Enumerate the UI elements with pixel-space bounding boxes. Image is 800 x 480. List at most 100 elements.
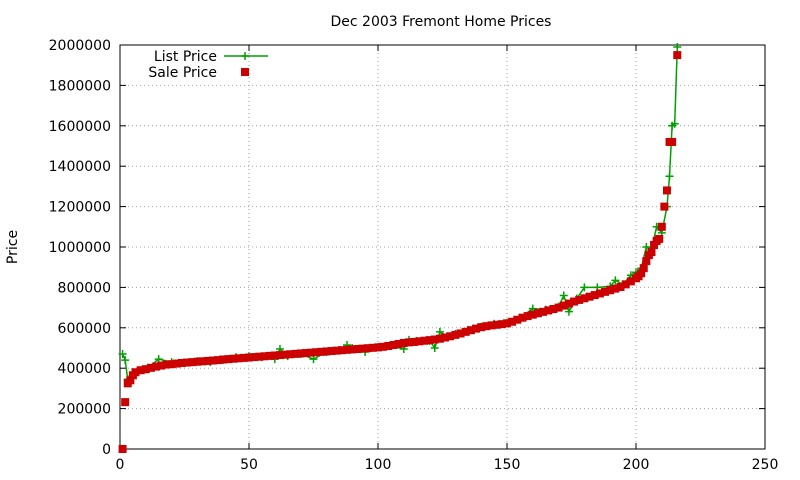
sale-price-point — [399, 338, 408, 347]
x-tick-label: 100 — [365, 457, 392, 473]
sale-price-point — [430, 335, 439, 344]
sale-price-point — [616, 282, 625, 291]
sale-price-point — [606, 286, 615, 295]
sale-price-point — [435, 334, 444, 343]
sale-price-point — [420, 336, 429, 345]
data-series — [118, 43, 682, 453]
sale-price-point — [611, 284, 620, 293]
sale-price-point — [317, 347, 326, 356]
sale-price-point — [177, 358, 186, 367]
sale-price-point — [265, 351, 274, 360]
sale-price-point — [564, 299, 573, 308]
list-price-point — [121, 356, 130, 365]
list-price-point — [430, 344, 439, 352]
sale-price-point — [121, 398, 130, 407]
sale-price-point — [477, 323, 486, 332]
list-price-point — [435, 327, 444, 336]
x-tick-label: 50 — [240, 457, 258, 473]
sale-price-point — [286, 350, 295, 359]
list-price-point — [118, 350, 127, 359]
sale-price-point — [673, 51, 682, 60]
list-price-line — [121, 46, 679, 382]
sale-price-point — [152, 362, 161, 371]
sale-price-point — [503, 319, 511, 328]
sale-price-point — [513, 315, 522, 324]
sale-price-point — [332, 346, 341, 355]
sale-price-point — [410, 337, 419, 346]
sale-price-point — [508, 317, 517, 326]
sale-price-point — [157, 361, 166, 370]
sale-price-point — [337, 346, 346, 355]
sale-price-point — [291, 349, 300, 358]
sale-price-point — [374, 343, 382, 352]
sale-price-point — [126, 376, 135, 385]
sale-price-point — [368, 343, 377, 352]
legend-label-list-price: List Price — [154, 49, 217, 65]
sale-price-point — [497, 320, 506, 329]
sale-price-point — [554, 303, 563, 312]
plot-frame — [119, 44, 766, 450]
sale-price-point — [193, 357, 202, 366]
sale-price-point — [167, 360, 176, 369]
x-tick-label: 250 — [752, 457, 779, 473]
list-price-point — [673, 43, 682, 52]
sale-price-point — [162, 360, 171, 369]
list-price-point — [611, 276, 620, 285]
legend-marker-list-price — [241, 52, 249, 60]
sale-price-point — [668, 137, 677, 146]
sale-price-point — [523, 312, 532, 321]
sale-price-point — [363, 344, 372, 353]
sale-price-point — [136, 366, 145, 375]
sale-price-point — [260, 352, 269, 361]
y-axis-label: Price — [5, 230, 21, 264]
sale-price-point — [415, 337, 424, 346]
sale-price-point — [404, 338, 413, 347]
sale-price-point — [394, 339, 403, 348]
x-tick-label: 150 — [494, 457, 521, 473]
sale-price-point — [472, 324, 481, 333]
sale-price-point — [637, 269, 646, 278]
sale-price-point — [275, 351, 284, 360]
y-tick-label: 1800000 — [49, 78, 111, 94]
sale-price-point — [239, 353, 248, 362]
sale-price-point — [559, 301, 568, 310]
sale-price-point — [384, 341, 393, 350]
sale-price-point — [601, 287, 610, 296]
sale-price-point — [451, 330, 460, 339]
sale-price-point — [146, 363, 155, 372]
list-price-point — [580, 283, 589, 292]
sale-price-point — [647, 248, 656, 257]
y-tick-label: 1400000 — [49, 159, 111, 175]
legend-marker-sale-price — [241, 68, 249, 76]
sale-price-point — [327, 347, 336, 356]
chart-title: Dec 2003 Fremont Home Prices — [331, 14, 552, 30]
sale-price-point — [219, 355, 228, 364]
sale-price-point — [281, 350, 290, 359]
sale-price-point — [466, 326, 475, 335]
series-list-price — [118, 43, 682, 384]
sale-price-point — [301, 349, 310, 358]
y-tick-label: 600000 — [58, 321, 111, 337]
sale-price-point — [358, 344, 367, 353]
sale-price-point — [343, 345, 352, 354]
y-tick-label: 200000 — [58, 402, 111, 418]
sale-price-point — [229, 354, 238, 363]
sale-price-point — [533, 309, 542, 318]
sale-price-point — [461, 327, 470, 336]
sale-price-point — [131, 368, 140, 377]
sale-price-point — [441, 333, 450, 342]
sale-price-point — [198, 357, 207, 366]
sale-price-point — [234, 354, 243, 363]
list-price-point — [564, 307, 573, 316]
sale-price-point — [580, 294, 589, 303]
legend-label-sale-price: Sale Price — [148, 65, 217, 81]
sale-price-point — [487, 321, 496, 330]
sale-price-point — [585, 292, 594, 301]
x-tick-label: 200 — [623, 457, 650, 473]
sale-price-point — [188, 358, 197, 367]
sale-price-point — [655, 234, 664, 243]
sale-price-point — [250, 353, 259, 362]
x-tick-label: 0 — [116, 457, 125, 473]
sale-price-point — [312, 348, 321, 357]
sale-price-point — [322, 347, 331, 356]
